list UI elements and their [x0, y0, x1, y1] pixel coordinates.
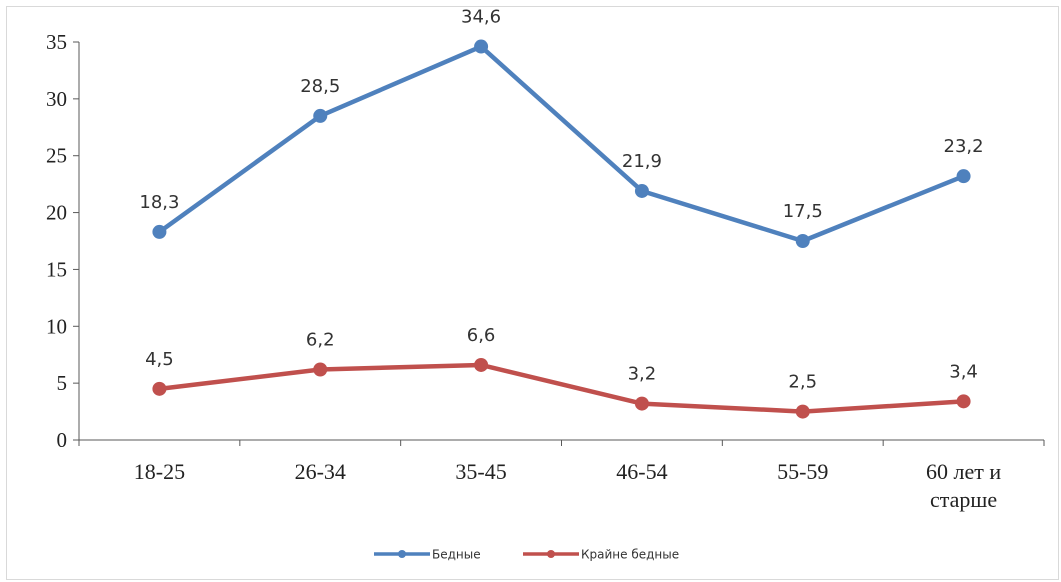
series-line-1	[157, 44, 966, 244]
legend-marker-1	[398, 550, 406, 558]
data-point	[795, 234, 810, 248]
data-point	[634, 396, 649, 411]
x-tick-label: 18-25	[134, 459, 185, 484]
x-tick-label: 46-54	[616, 459, 667, 484]
y-tick-label: 0	[57, 428, 68, 452]
y-tick-label: 20	[46, 201, 67, 225]
data-point	[474, 357, 489, 372]
x-tick-label: 55-59	[777, 459, 828, 484]
data-label: 28,5	[300, 76, 340, 97]
data-point	[634, 183, 649, 198]
data-label: 23,2	[944, 136, 984, 157]
data-point	[474, 39, 489, 54]
y-tick-label: 30	[46, 87, 67, 111]
data-point	[313, 108, 328, 123]
data-point	[956, 394, 971, 409]
legend-label-2: Крайне бедные	[581, 548, 679, 562]
data-label: 3,2	[628, 364, 657, 385]
data-label: 18,3	[139, 192, 179, 213]
data-label: 34,6	[461, 7, 501, 28]
x-tick-label: 26-34	[295, 459, 346, 484]
legend-label-1: Бедные	[432, 548, 481, 562]
data-label: 3,4	[949, 361, 978, 382]
data-point	[313, 362, 328, 377]
legend-marker-2	[547, 550, 555, 558]
data-point	[795, 404, 810, 419]
data-label: 2,5	[788, 372, 817, 393]
x-tick-label: 60 лет и	[926, 459, 1001, 484]
data-label: 6,6	[467, 325, 496, 346]
data-point	[152, 224, 167, 239]
y-tick-label: 5	[57, 371, 68, 395]
series-line-2	[157, 362, 966, 414]
data-label: 6,2	[306, 329, 335, 350]
x-tick-label: 35-45	[455, 459, 506, 484]
x-tick-label: старше	[930, 487, 997, 512]
data-point	[152, 381, 167, 396]
y-tick-label: 35	[46, 30, 67, 54]
data-label: 4,5	[145, 349, 174, 370]
data-label: 21,9	[622, 151, 662, 172]
y-tick-label: 10	[46, 314, 67, 338]
y-tick-label: 25	[46, 144, 67, 168]
y-tick-label: 15	[46, 257, 67, 281]
data-label: 17,5	[783, 201, 823, 222]
data-point	[956, 169, 971, 184]
chart-frame	[6, 6, 1059, 580]
